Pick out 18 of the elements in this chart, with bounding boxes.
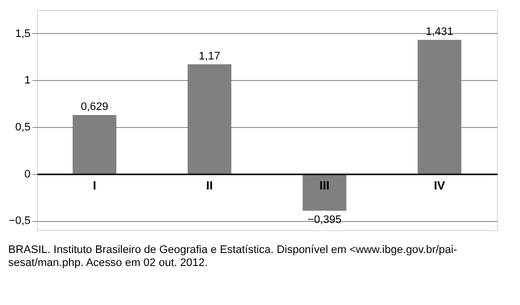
x-tick-label: III	[319, 178, 330, 192]
data-label: 0,629	[80, 100, 108, 113]
bar	[72, 114, 116, 174]
data-label: 1,431	[426, 26, 454, 38]
text: BRASIL. Instituto Brasileiro de Geografia e Estatística. Disponível em <www.ibge.gov.br/pai-sesat/man.php. Acesso em 02 out. 2012.	[8, 244, 458, 269]
y-tick-label: 1,5	[15, 28, 30, 40]
data-label: 1,17	[198, 50, 220, 62]
bar	[302, 174, 346, 211]
y-tick-label: 1	[24, 74, 30, 87]
x-tick-label: I	[92, 178, 96, 192]
x-tick-label: II	[206, 178, 213, 192]
y-tick-label: −0,5	[8, 215, 30, 228]
bar	[418, 40, 462, 174]
y-tick-label: 0,5	[15, 122, 30, 134]
bar	[188, 64, 232, 174]
x-tick-label: IV	[434, 178, 446, 192]
data-label: −0,395	[308, 214, 342, 226]
y-tick-label: 0	[24, 168, 30, 180]
